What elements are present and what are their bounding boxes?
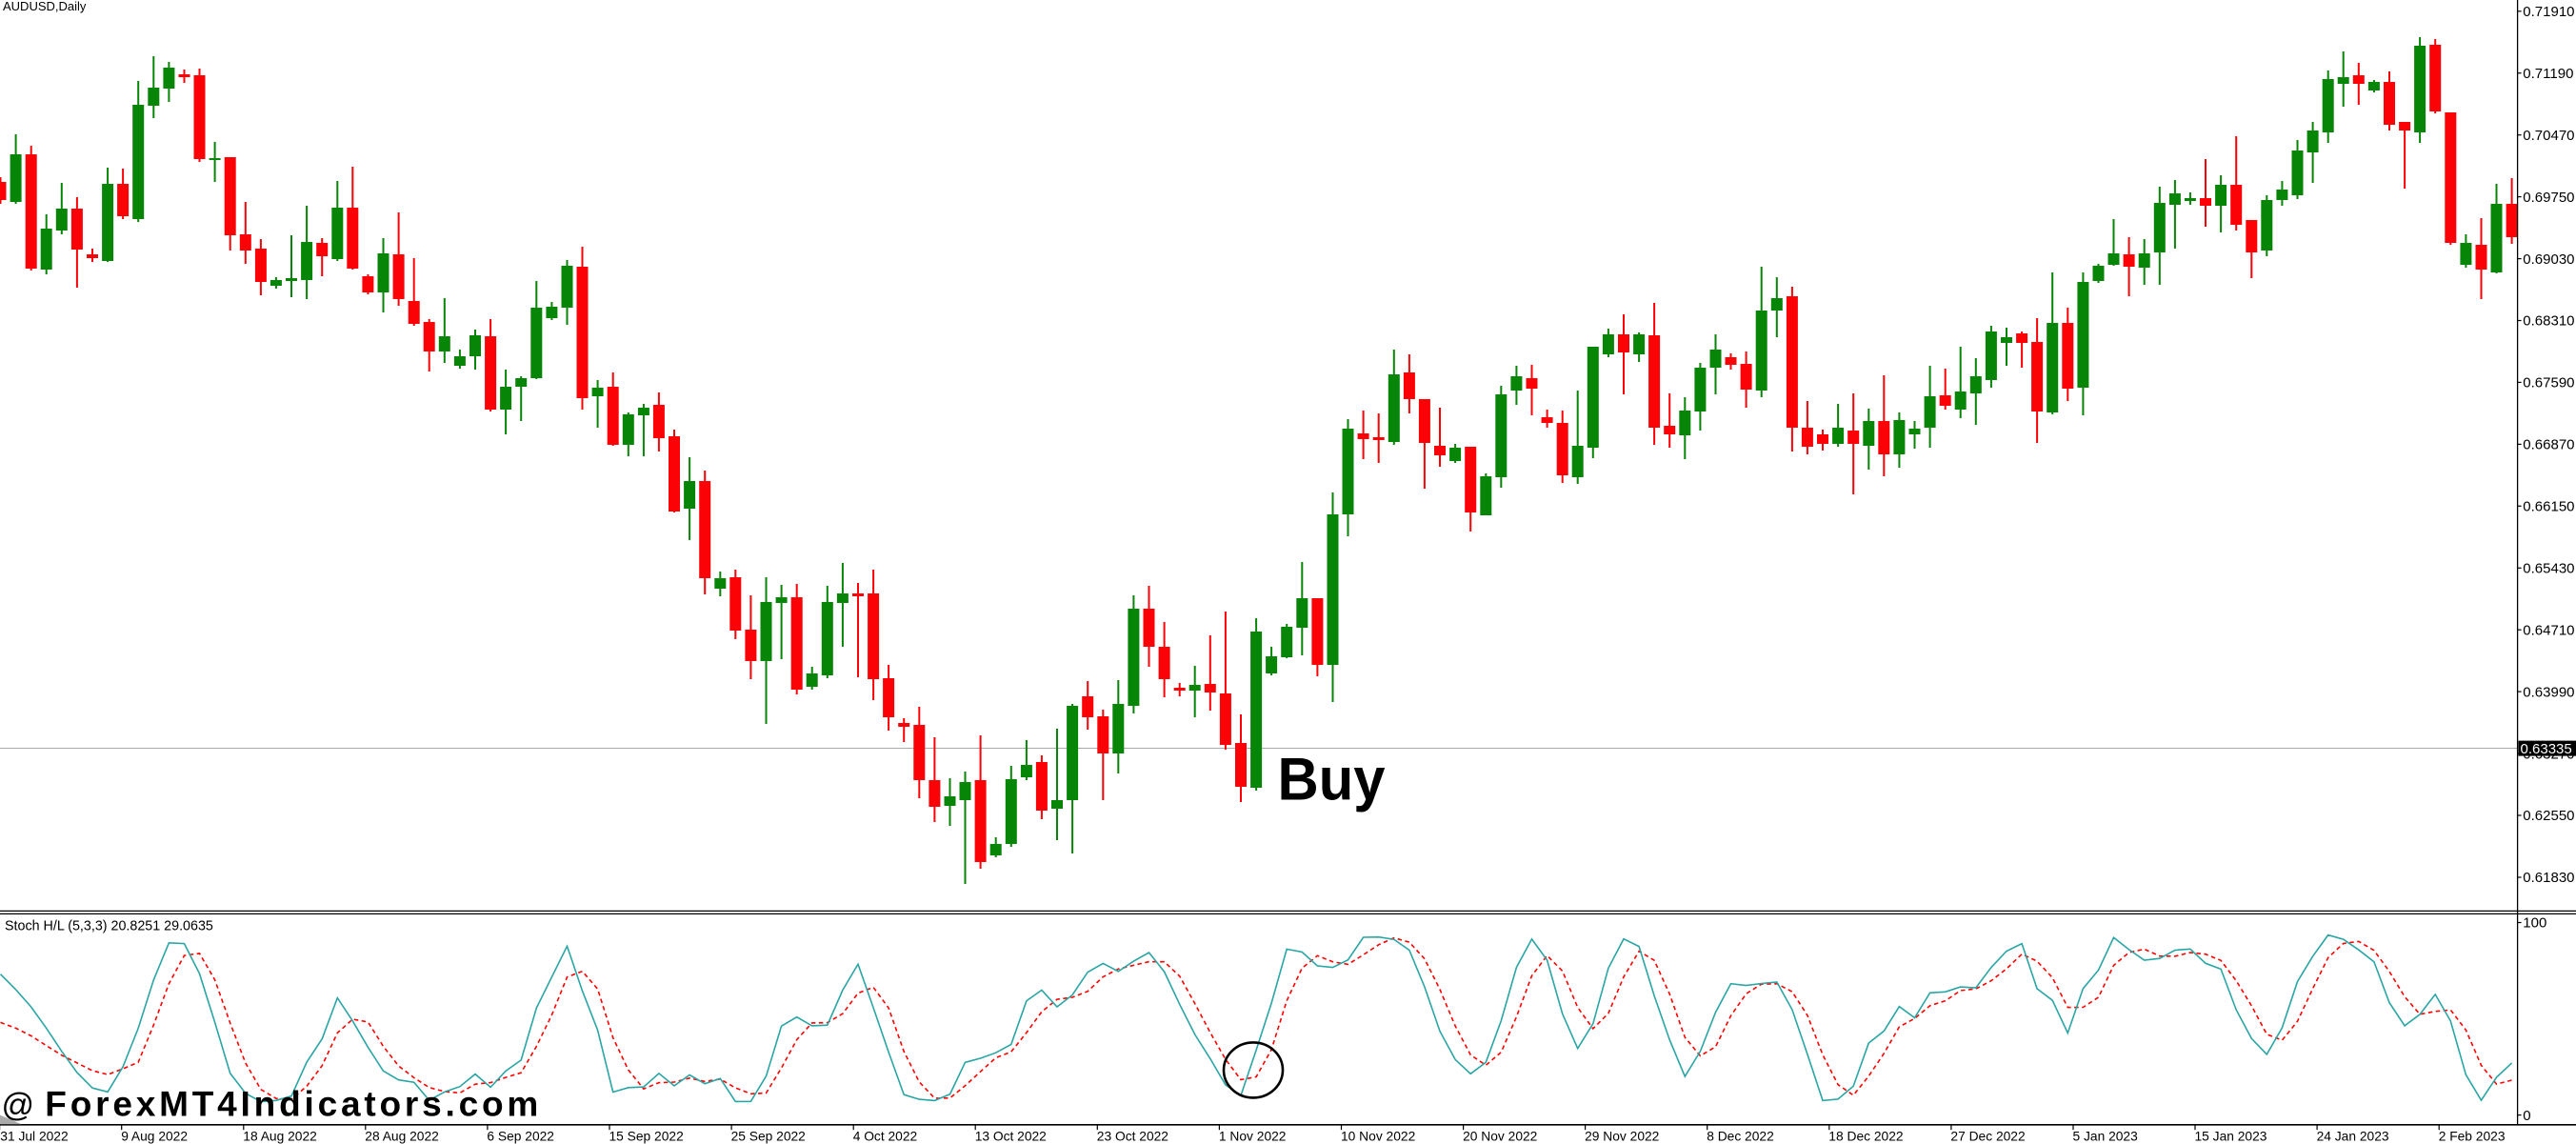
svg-text:0.63990: 0.63990 (2523, 684, 2574, 700)
svg-text:23 Oct 2022: 23 Oct 2022 (1097, 1129, 1168, 1143)
svg-text:6 Sep 2022: 6 Sep 2022 (487, 1129, 554, 1143)
svg-text:20 Nov 2022: 20 Nov 2022 (1463, 1129, 1537, 1143)
svg-text:ForexMT4Indicators.com: ForexMT4Indicators.com (45, 1084, 538, 1123)
svg-text:2 Feb 2023: 2 Feb 2023 (2439, 1129, 2506, 1143)
svg-text:15 Sep 2022: 15 Sep 2022 (609, 1129, 684, 1143)
svg-text:0.66870: 0.66870 (2523, 437, 2574, 453)
svg-text:100: 100 (2523, 915, 2546, 932)
svg-text:@: @ (2, 1087, 35, 1123)
svg-text:31 Jul 2022: 31 Jul 2022 (0, 1129, 68, 1143)
svg-text:0.71190: 0.71190 (2523, 66, 2573, 82)
svg-text:5 Jan 2023: 5 Jan 2023 (2073, 1129, 2139, 1143)
svg-text:0.61830: 0.61830 (2523, 870, 2574, 886)
svg-text:15 Jan 2023: 15 Jan 2023 (2195, 1129, 2267, 1143)
svg-text:13 Oct 2022: 13 Oct 2022 (975, 1129, 1047, 1143)
svg-text:0.64710: 0.64710 (2523, 622, 2574, 638)
svg-text:Buy: Buy (1278, 747, 1386, 813)
svg-text:25 Sep 2022: 25 Sep 2022 (731, 1129, 806, 1143)
svg-text:0.69030: 0.69030 (2523, 251, 2574, 268)
svg-text:10 Nov 2022: 10 Nov 2022 (1341, 1129, 1415, 1143)
svg-text:0.68310: 0.68310 (2523, 313, 2574, 330)
svg-text:4 Oct 2022: 4 Oct 2022 (853, 1129, 918, 1143)
svg-text:18 Aug 2022: 18 Aug 2022 (243, 1129, 316, 1143)
svg-text:0.66150: 0.66150 (2523, 499, 2574, 515)
svg-text:18 Dec 2022: 18 Dec 2022 (1828, 1129, 1903, 1143)
svg-text:29 Nov 2022: 29 Nov 2022 (1585, 1129, 1659, 1143)
svg-text:0.65430: 0.65430 (2523, 561, 2574, 577)
svg-text:0.71910: 0.71910 (2523, 4, 2574, 20)
svg-text:0.63335: 0.63335 (2521, 741, 2572, 757)
svg-text:Stoch H/L (5,3,3) 20.8251 29.0: Stoch H/L (5,3,3) 20.8251 29.0635 (5, 918, 213, 933)
svg-text:1 Nov 2022: 1 Nov 2022 (1219, 1129, 1287, 1143)
svg-text:0.62550: 0.62550 (2523, 808, 2574, 824)
svg-text:24 Jan 2023: 24 Jan 2023 (2317, 1129, 2389, 1143)
svg-text:0.67590: 0.67590 (2523, 375, 2574, 391)
svg-text:28 Aug 2022: 28 Aug 2022 (365, 1129, 439, 1143)
svg-text:0: 0 (2523, 1108, 2530, 1124)
svg-text:8 Dec 2022: 8 Dec 2022 (1707, 1129, 1774, 1143)
svg-text:0.69750: 0.69750 (2523, 190, 2574, 206)
svg-text:0.70470: 0.70470 (2523, 128, 2574, 144)
svg-text:AUDUSD,Daily: AUDUSD,Daily (3, 0, 87, 13)
svg-text:9 Aug 2022: 9 Aug 2022 (121, 1129, 188, 1143)
svg-text:27 Dec 2022: 27 Dec 2022 (1950, 1129, 2025, 1143)
